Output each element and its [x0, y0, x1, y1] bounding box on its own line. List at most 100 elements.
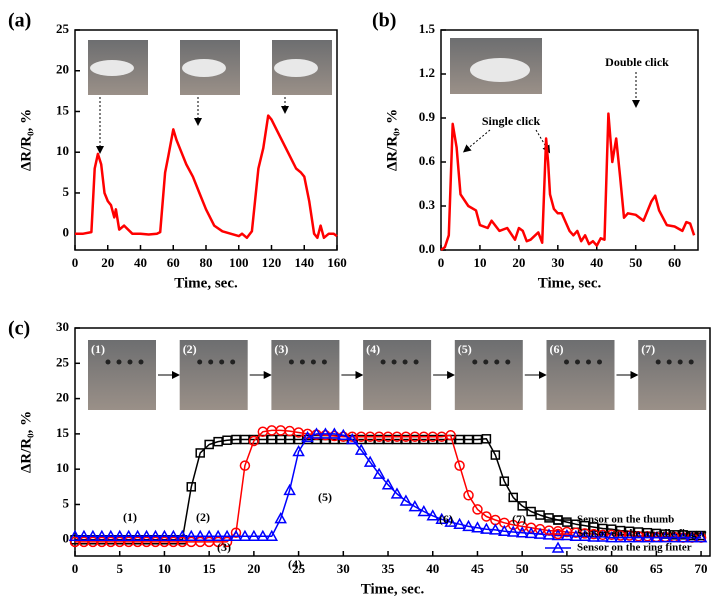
marker [311, 434, 322, 445]
marker [551, 528, 565, 541]
y-tick-label: 1.5 [419, 21, 436, 36]
marker [202, 529, 216, 541]
sensor-dot [597, 359, 602, 365]
sensor-dot [310, 359, 316, 365]
legend-marker [552, 528, 564, 540]
marker [363, 455, 377, 467]
sensor-dot [299, 359, 305, 365]
x-tick-label: 35 [382, 561, 396, 576]
step-label: (1) [123, 510, 137, 524]
legend-label: Sensor on the middle finger [577, 528, 706, 540]
marker [435, 512, 448, 525]
marker [596, 530, 609, 542]
x-tick-label: 10 [158, 561, 171, 576]
photo-label: (5) [458, 342, 472, 356]
marker [122, 529, 135, 541]
x-tick-label: 25 [292, 561, 306, 576]
sensor-dot [666, 359, 672, 365]
marker [471, 521, 484, 533]
x-tick-label: 160 [327, 255, 347, 270]
sensor-dot [402, 359, 408, 365]
sensor-dot [413, 359, 419, 365]
photo-label: (6) [550, 342, 564, 356]
y-tick-label: 10 [56, 460, 69, 475]
y-tick-label: 0 [63, 225, 70, 240]
marker [399, 494, 413, 506]
marker [480, 522, 493, 534]
marker [615, 525, 626, 536]
x-tick-label: 120 [262, 255, 282, 270]
photo [179, 340, 248, 410]
marker [238, 529, 252, 541]
step-label: (2) [196, 510, 210, 524]
photo-label: (2) [183, 342, 197, 356]
y-tick-label: 20 [56, 62, 69, 77]
x-tick-label: 0 [72, 561, 79, 576]
marker [562, 517, 572, 527]
marker [533, 527, 547, 539]
marker [204, 439, 214, 450]
sensor-dot [380, 359, 386, 365]
photos-a [88, 40, 332, 154]
sensor-dot [505, 359, 511, 365]
marker [68, 529, 82, 541]
marker [328, 427, 341, 439]
legend-marker [551, 541, 565, 553]
y-axis-label: ΔR/R₀, % [18, 109, 34, 171]
marker [195, 448, 205, 458]
marker [265, 529, 279, 541]
marker [453, 517, 466, 529]
marker [544, 513, 554, 523]
y-tick-label: 25 [56, 354, 70, 369]
sensor-dot [288, 359, 294, 365]
photo-label: (4) [366, 342, 380, 356]
marker [220, 529, 234, 541]
marker [667, 531, 681, 543]
x-tick-label: 0 [72, 255, 79, 270]
annotation: Double click [605, 55, 669, 69]
marker [193, 529, 207, 541]
x-tick-label: 15 [203, 561, 217, 576]
y-tick-label: 0.0 [419, 241, 435, 256]
sensor-dot [586, 359, 591, 365]
y-axis-label: ΔR/R₀, % [384, 109, 400, 171]
step-label: (7) [512, 512, 526, 526]
marker [408, 500, 422, 512]
x-tick-label: 70 [695, 561, 708, 576]
marker [229, 529, 243, 541]
marker [310, 427, 323, 439]
marker [641, 531, 654, 543]
x-tick-label: 30 [551, 255, 564, 270]
y-tick-label: 1.2 [419, 65, 435, 80]
y-axis-label: ΔR/R₀, % [18, 411, 34, 473]
photo-label: (3) [274, 342, 288, 356]
marker [86, 529, 100, 541]
step-label: (4) [288, 557, 302, 571]
marker [623, 531, 636, 543]
marker [481, 434, 492, 444]
glove [470, 58, 530, 82]
step-label: (5) [318, 490, 332, 504]
marker [526, 506, 536, 517]
marker [167, 529, 180, 541]
marker [694, 531, 708, 543]
marker [498, 524, 511, 537]
marker [213, 436, 223, 447]
x-tick-label: 40 [426, 561, 439, 576]
marker [489, 523, 502, 535]
marker [381, 478, 395, 490]
x-tick-label: 100 [229, 255, 249, 270]
x-tick-label: 60 [167, 255, 180, 270]
marker [230, 527, 242, 538]
sensor-dot [116, 359, 122, 365]
y-tick-label: 0.3 [419, 197, 436, 212]
marker [186, 482, 197, 492]
x-tick-label: 50 [629, 255, 642, 270]
marker [472, 504, 483, 515]
x-axis-label: Time, sec. [361, 581, 425, 597]
x-tick-label: 40 [134, 255, 147, 270]
photo-b [450, 38, 640, 154]
y-tick-label: 0.6 [419, 153, 436, 168]
marker [256, 529, 270, 541]
sensor-dot [677, 359, 683, 365]
